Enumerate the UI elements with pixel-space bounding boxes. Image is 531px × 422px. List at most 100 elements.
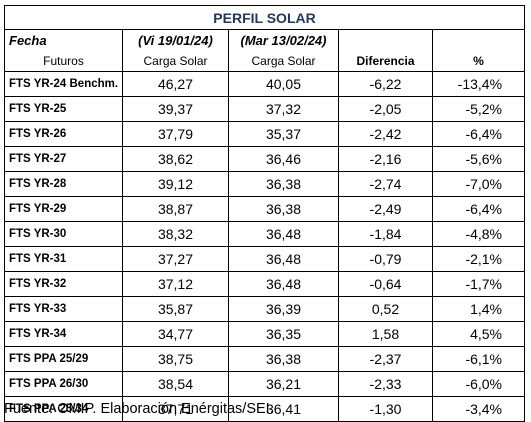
row-carga-2: 36,48 <box>228 221 339 247</box>
header-pct: % <box>431 50 526 72</box>
row-diferencia: -0,79 <box>338 246 433 272</box>
row-carga-2: 36,38 <box>228 171 339 197</box>
row-carga-1: 46,27 <box>122 71 229 97</box>
row-name: FTS YR-28 <box>4 171 123 197</box>
table-row: FTS PPA 25/29 38,75 36,38 -2,37 -6,1% <box>4 346 526 372</box>
row-pct: -6,4% <box>431 196 526 222</box>
table-row: FTS YR-33 35,87 36,39 0,52 1,4% <box>4 296 526 322</box>
row-diferencia: -1,84 <box>338 221 433 247</box>
row-carga-2: 35,37 <box>228 121 339 147</box>
row-carga-1: 37,71 <box>122 396 229 422</box>
row-carga-1: 38,54 <box>122 371 229 397</box>
row-name: FTS YR-27 <box>4 146 123 172</box>
header-date-1: (Vi 19/01/24) <box>122 29 229 51</box>
table-row: FTS YR-31 37,27 36,48 -0,79 -2,1% <box>4 246 526 272</box>
row-pct: -6,4% <box>431 121 526 147</box>
table-row: FTS PPA 26/30 38,54 36,21 -2,33 -6,0% <box>4 371 526 397</box>
row-pct: -4,8% <box>431 221 526 247</box>
row-pct: -1,7% <box>431 271 526 297</box>
row-carga-1: 38,87 <box>122 196 229 222</box>
header-fecha: Fecha <box>4 29 123 51</box>
row-name: FTS YR-29 <box>4 196 123 222</box>
header-futuros: Futuros <box>4 50 123 72</box>
row-pct: -5,6% <box>431 146 526 172</box>
row-carga-2: 36,21 <box>228 371 339 397</box>
row-diferencia: -1,30 <box>338 396 433 422</box>
table-row: FTS PPA 25/34 37,71 36,41 -1,30 -3,4% <box>4 396 526 422</box>
row-pct: 4,5% <box>431 321 526 347</box>
row-pct: -2,1% <box>431 246 526 272</box>
row-pct: -7,0% <box>431 171 526 197</box>
solar-profile-table-container: PERFIL SOLAR Fecha (Vi 19/01/24) (Mar 13… <box>3 5 526 422</box>
row-carga-2: 37,32 <box>228 96 339 122</box>
table-title: PERFIL SOLAR <box>3 5 526 30</box>
header-empty-diff <box>338 29 433 51</box>
row-carga-2: 40,05 <box>228 71 339 97</box>
header-diferencia: Diferencia <box>338 50 433 72</box>
row-name: FTS PPA 25/29 <box>4 346 123 372</box>
title-row: PERFIL SOLAR <box>3 5 526 30</box>
row-carga-1: 39,37 <box>122 96 229 122</box>
row-diferencia: -2,74 <box>338 171 433 197</box>
row-carga-2: 36,38 <box>228 196 339 222</box>
table-row: FTS YR-26 37,79 35,37 -2,42 -6,4% <box>4 121 526 147</box>
row-pct: -6,1% <box>431 346 526 372</box>
row-carga-1: 38,62 <box>122 146 229 172</box>
header-carga-1: Carga Solar <box>122 50 229 72</box>
row-diferencia: -0,64 <box>338 271 433 297</box>
header-date-2: (Mar 13/02/24) <box>228 29 339 51</box>
row-pct: -5,2% <box>431 96 526 122</box>
table-row: FTS YR-29 38,87 36,38 -2,49 -6,4% <box>4 196 526 222</box>
row-name: FTS YR-30 <box>4 221 123 247</box>
row-carga-1: 39,12 <box>122 171 229 197</box>
row-carga-2: 36,46 <box>228 146 339 172</box>
source-footer: Fuente: OMIP. Elaboración Enérgitas/SEI. <box>4 401 274 417</box>
row-diferencia: -2,49 <box>338 196 433 222</box>
row-name: FTS YR-24 Benchm. <box>4 71 123 97</box>
row-carga-2: 36,35 <box>228 321 339 347</box>
row-diferencia: 1,58 <box>338 321 433 347</box>
header-row-2: Futuros Carga Solar Carga Solar Diferenc… <box>4 50 526 72</box>
row-name: FTS PPA 26/30 <box>4 371 123 397</box>
row-name: FTS YR-32 <box>4 271 123 297</box>
row-carga-1: 38,75 <box>122 346 229 372</box>
row-pct: -3,4% <box>431 396 526 422</box>
row-carga-1: 37,12 <box>122 271 229 297</box>
row-name: FTS YR-33 <box>4 296 123 322</box>
row-carga-2: 36,48 <box>228 271 339 297</box>
row-pct: 1,4% <box>431 296 526 322</box>
row-carga-1: 35,87 <box>122 296 229 322</box>
header-carga-2: Carga Solar <box>228 50 339 72</box>
row-name: FTS YR-31 <box>4 246 123 272</box>
row-diferencia: -2,42 <box>338 121 433 147</box>
row-diferencia: -6,22 <box>338 71 433 97</box>
table-row: FTS YR-30 38,32 36,48 -1,84 -4,8% <box>4 221 526 247</box>
table-row: FTS YR-24 Benchm. 46,27 40,05 -6,22 -13,4% <box>4 71 526 97</box>
row-carga-2: 36,48 <box>228 246 339 272</box>
row-pct: -13,4% <box>431 71 526 97</box>
row-carga-1: 37,79 <box>122 121 229 147</box>
row-carga-2: 36,38 <box>228 346 339 372</box>
table-row: FTS YR-34 34,77 36,35 1,58 4,5% <box>4 321 526 347</box>
row-diferencia: 0,52 <box>338 296 433 322</box>
row-pct: -6,0% <box>431 371 526 397</box>
row-carga-1: 34,77 <box>122 321 229 347</box>
header-empty-pct <box>431 29 526 51</box>
row-carga-1: 38,32 <box>122 221 229 247</box>
table-row: FTS YR-28 39,12 36,38 -2,74 -7,0% <box>4 171 526 197</box>
table-row: FTS YR-32 37,12 36,48 -0,64 -1,7% <box>4 271 526 297</box>
row-diferencia: -2,05 <box>338 96 433 122</box>
table-row: FTS YR-25 39,37 37,32 -2,05 -5,2% <box>4 96 526 122</box>
row-carga-2: 36,39 <box>228 296 339 322</box>
row-diferencia: -2,33 <box>338 371 433 397</box>
row-name: FTS YR-26 <box>4 121 123 147</box>
row-name: FTS PPA 25/34 <box>4 396 123 422</box>
row-carga-1: 37,27 <box>122 246 229 272</box>
header-row-1: Fecha (Vi 19/01/24) (Mar 13/02/24) <box>4 29 526 51</box>
row-name: FTS YR-34 <box>4 321 123 347</box>
table-row: FTS YR-27 38,62 36,46 -2,16 -5,6% <box>4 146 526 172</box>
solar-profile-table: PERFIL SOLAR Fecha (Vi 19/01/24) (Mar 13… <box>3 5 526 422</box>
row-name: FTS YR-25 <box>4 96 123 122</box>
row-diferencia: -2,37 <box>338 346 433 372</box>
row-diferencia: -2,16 <box>338 146 433 172</box>
